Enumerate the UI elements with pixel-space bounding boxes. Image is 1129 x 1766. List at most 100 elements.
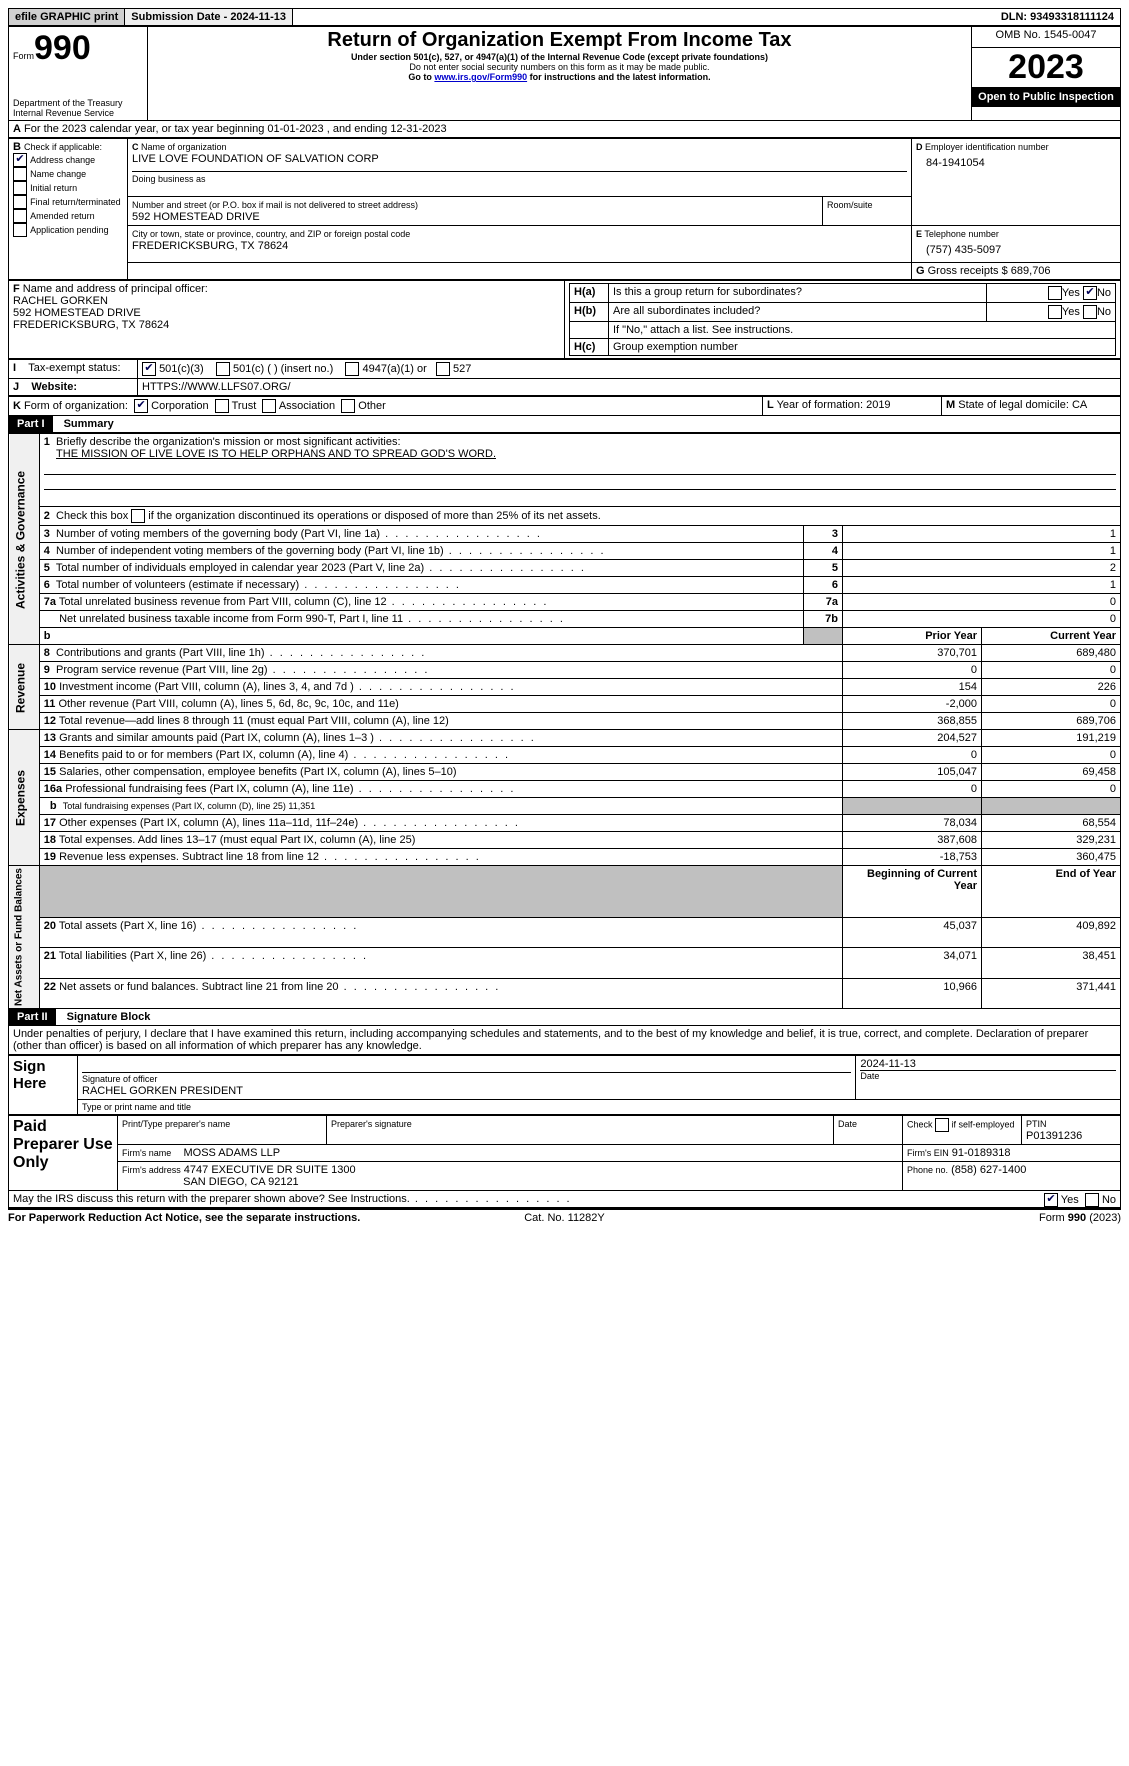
cb-assoc[interactable] bbox=[262, 399, 276, 413]
irs-link[interactable]: www.irs.gov/Form990 bbox=[434, 72, 527, 82]
sign-here: Sign Here bbox=[9, 1056, 78, 1115]
phone-label: Telephone number bbox=[924, 229, 999, 239]
l7b-val: 0 bbox=[843, 611, 1121, 628]
dln: DLN: 93493318111124 bbox=[995, 9, 1120, 25]
cb-discontinued[interactable] bbox=[131, 509, 145, 523]
domicile-label: State of legal domicile: bbox=[958, 399, 1069, 411]
ein: 84-1941054 bbox=[916, 153, 1116, 173]
cb-amended-return[interactable] bbox=[13, 209, 27, 223]
firm-addr2: SAN DIEGO, CA 92121 bbox=[183, 1176, 299, 1188]
mission: THE MISSION OF LIVE LOVE IS TO HELP ORPH… bbox=[56, 448, 496, 460]
l18-text: Total expenses. Add lines 13–17 (must eq… bbox=[59, 834, 415, 846]
cb-501c[interactable] bbox=[216, 362, 230, 376]
l19-text: Revenue less expenses. Subtract line 18 … bbox=[59, 851, 481, 863]
l22-text: Net assets or fund balances. Subtract li… bbox=[59, 981, 500, 993]
sec-expenses: Expenses bbox=[9, 730, 40, 866]
sign-date: 2024-11-13 bbox=[860, 1058, 915, 1070]
header-sub1: Under section 501(c), 527, or 4947(a)(1)… bbox=[152, 52, 967, 62]
cb-ha-yes[interactable] bbox=[1048, 286, 1062, 300]
cb-trust[interactable] bbox=[215, 399, 229, 413]
prep-name-label: Print/Type preparer's name bbox=[122, 1119, 230, 1129]
city-label: City or town, state or province, country… bbox=[132, 229, 410, 239]
cb-hb-no[interactable] bbox=[1083, 305, 1097, 319]
sig-officer-label: Signature of officer bbox=[82, 1074, 157, 1084]
form-title: Return of Organization Exempt From Incom… bbox=[152, 29, 967, 52]
open-inspection: Open to Public Inspection bbox=[972, 87, 1120, 107]
l5-text: Total number of individuals employed in … bbox=[56, 562, 586, 574]
firm-ein: 91-0189318 bbox=[952, 1147, 1011, 1159]
city: FREDERICKSBURG, TX 78624 bbox=[132, 240, 288, 252]
l3-text: Number of voting members of the governin… bbox=[56, 528, 542, 540]
l10-text: Investment income (Part VIII, column (A)… bbox=[59, 681, 515, 693]
l15-text: Salaries, other compensation, employee b… bbox=[59, 766, 456, 778]
efile-print-button[interactable]: efile GRAPHIC print bbox=[9, 9, 125, 25]
part1-hdr: Part I bbox=[9, 416, 53, 432]
ptin: P01391236 bbox=[1026, 1130, 1082, 1142]
prior-year-hdr: Prior Year bbox=[843, 628, 982, 645]
entity-block: B Check if applicable: Address change Na… bbox=[8, 138, 1121, 280]
form-foot: Form 990 (2023) bbox=[750, 1212, 1121, 1224]
officer-city: FREDERICKSBURG, TX 78624 bbox=[13, 319, 169, 331]
tax-year: 2023 bbox=[972, 48, 1120, 87]
cb-discuss-no[interactable] bbox=[1085, 1193, 1099, 1207]
cb-hb-yes[interactable] bbox=[1048, 305, 1062, 319]
k-l-m-block: K Form of organization: Corporation Trus… bbox=[8, 396, 1121, 416]
cb-501c3[interactable] bbox=[142, 362, 156, 376]
cb-application-pending[interactable] bbox=[13, 223, 27, 237]
l14-text: Benefits paid to or for members (Part IX… bbox=[59, 749, 510, 761]
org-name: LIVE LOVE FOUNDATION OF SALVATION CORP bbox=[132, 153, 379, 165]
header-block: Form990 Department of the Treasury Inter… bbox=[8, 26, 1121, 121]
cb-final-return[interactable] bbox=[13, 195, 27, 209]
cat-no: Cat. No. 11282Y bbox=[379, 1212, 750, 1224]
cb-discuss-yes[interactable] bbox=[1044, 1193, 1058, 1207]
ptin-label: PTIN bbox=[1026, 1119, 1047, 1129]
cb-527[interactable] bbox=[436, 362, 450, 376]
dba-label: Doing business as bbox=[132, 171, 907, 184]
footer: For Paperwork Reduction Act Notice, see … bbox=[8, 1208, 1121, 1224]
dept-irs: Internal Revenue Service bbox=[13, 108, 143, 118]
street-label: Number and street (or P.O. box if mail i… bbox=[132, 200, 418, 210]
l16b-text: Total fundraising expenses (Part IX, col… bbox=[63, 801, 315, 811]
room-label: Room/suite bbox=[827, 200, 873, 210]
header-sub3: Go to www.irs.gov/Form990 for instructio… bbox=[152, 72, 967, 82]
yof-label: Year of formation: bbox=[777, 399, 863, 411]
firm-label: Firm's name bbox=[122, 1148, 171, 1158]
paid-preparer-title: Paid Preparer Use Only bbox=[9, 1116, 118, 1191]
date-label: Date bbox=[860, 1070, 1116, 1081]
l16a-text: Professional fundraising fees (Part IX, … bbox=[65, 783, 515, 795]
tax-status-label: Tax-exempt status: bbox=[28, 362, 120, 374]
c-name-lbl: Name of organization bbox=[141, 142, 227, 152]
form-number: 990 bbox=[34, 29, 91, 67]
l7b-text: Net unrelated business taxable income fr… bbox=[59, 613, 565, 625]
l6-val: 1 bbox=[843, 577, 1121, 594]
form-word: Form bbox=[13, 51, 34, 61]
website: HTTPS://WWW.LLFS07.ORG/ bbox=[138, 379, 1121, 396]
officer-label: Name and address of principal officer: bbox=[23, 283, 208, 295]
sec-netassets: Net Assets or Fund Balances bbox=[9, 866, 40, 1009]
l8-cur: 689,480 bbox=[982, 645, 1121, 662]
sign-block: Sign Here Signature of officer RACHEL GO… bbox=[8, 1055, 1121, 1115]
l2-text: Check this box if the organization disco… bbox=[56, 510, 601, 522]
prep-date-label: Date bbox=[838, 1119, 857, 1129]
firm-phone-label: Phone no. bbox=[907, 1165, 948, 1175]
cb-ha-no[interactable] bbox=[1083, 286, 1097, 300]
l8-prior: 370,701 bbox=[843, 645, 982, 662]
omb: OMB No. 1545-0047 bbox=[972, 27, 1121, 48]
l4-val: 1 bbox=[843, 543, 1121, 560]
cb-4947[interactable] bbox=[345, 362, 359, 376]
sec-activities: Activities & Governance bbox=[9, 434, 40, 645]
submission-date: Submission Date - 2024-11-13 bbox=[125, 9, 293, 25]
gross-receipts: 689,706 bbox=[1011, 265, 1051, 277]
cb-initial-return[interactable] bbox=[13, 181, 27, 195]
l6-text: Total number of volunteers (estimate if … bbox=[56, 579, 461, 591]
cb-name-change[interactable] bbox=[13, 167, 27, 181]
l17-text: Other expenses (Part IX, column (A), lin… bbox=[59, 817, 520, 829]
officer-block: F Name and address of principal officer:… bbox=[8, 280, 1121, 359]
cb-other[interactable] bbox=[341, 399, 355, 413]
cb-corp[interactable] bbox=[134, 399, 148, 413]
hc-label: Group exemption number bbox=[609, 339, 1116, 356]
cb-self-employed[interactable] bbox=[935, 1118, 949, 1132]
cb-address-change[interactable] bbox=[13, 153, 27, 167]
officer-street: 592 HOMESTEAD DRIVE bbox=[13, 307, 141, 319]
declaration: Under penalties of perjury, I declare th… bbox=[8, 1026, 1121, 1055]
